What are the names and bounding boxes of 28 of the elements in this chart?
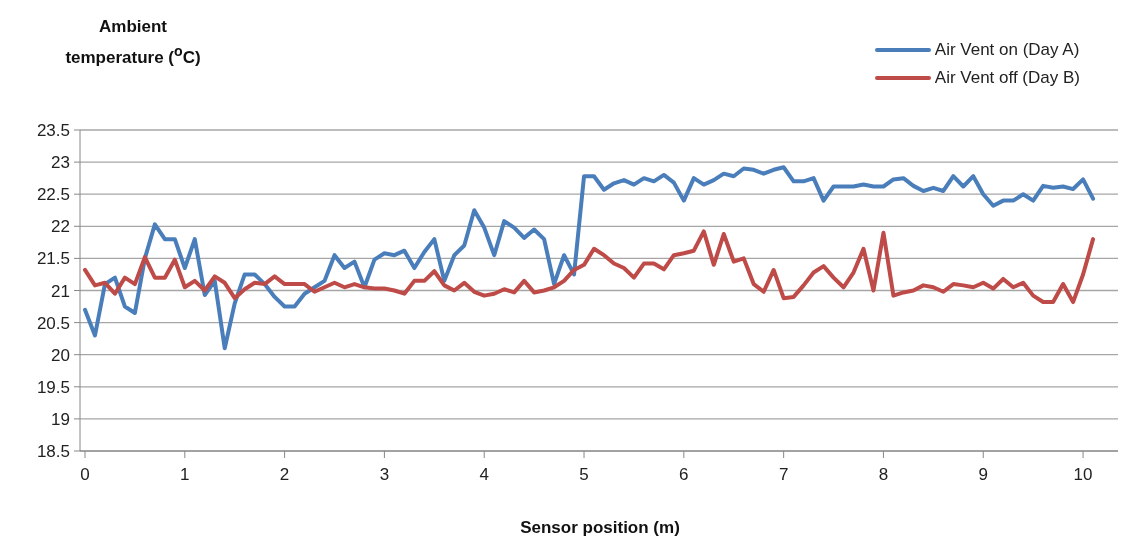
x-tick-label: 5 [579,465,589,485]
x-tick-label: 3 [379,465,390,485]
y-tick-label: 20.5 [36,313,70,333]
x-tick-label: 1 [180,465,190,485]
y-tick-label: 22 [51,217,70,237]
y-tick-label: 19 [51,409,70,429]
line-series [82,165,1096,351]
y-tick-label: 23.5 [36,121,70,141]
x-tick-label: 0 [80,465,90,485]
legend-label: Air Vent off (Day B) [934,68,1080,88]
x-tick-label: 9 [978,465,988,485]
y-tick-label: 18.5 [36,442,70,462]
y-tick-label: 20 [51,345,70,365]
line-series [82,229,1096,305]
x-tick-label: 7 [778,465,789,485]
y-tick-label: 23 [51,153,70,173]
y-tick-label: 19.5 [36,377,70,397]
x-tick-label: 10 [1073,465,1093,485]
y-tick-label: 21.5 [36,249,70,269]
x-tick-label: 6 [679,465,689,485]
x-tick-label: 2 [279,465,290,485]
y-tick-label: 21 [51,281,70,301]
x-tick-label: 8 [878,465,889,485]
x-tick-label: 4 [479,465,489,485]
y-axis-title: Ambient temperature ($^{o}$C) [64,16,202,69]
y-tick-label: 22.5 [36,185,70,205]
x-axis-title: Sensor position (m) [519,518,681,538]
legend-label: Air Vent on (Day A) [934,40,1080,60]
